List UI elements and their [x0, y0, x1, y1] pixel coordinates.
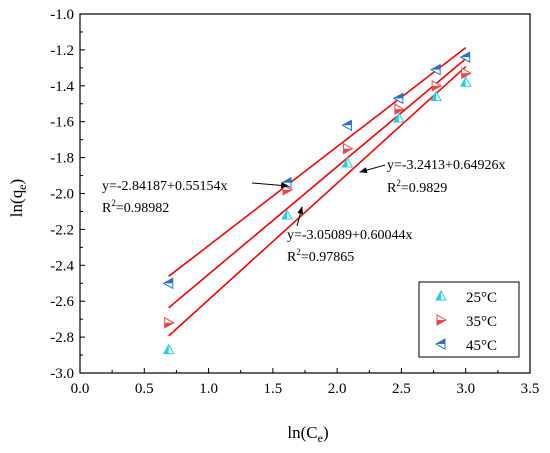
data-point-25°C: [459, 76, 472, 87]
y-tick-label: -2.8: [50, 330, 74, 346]
fit-line-25°C: [168, 66, 467, 337]
y-tick-label: -2.4: [50, 258, 74, 274]
legend-label-45c: 45°C: [466, 338, 497, 354]
data-point-35°C: [431, 79, 443, 92]
arrow-35c: [296, 206, 304, 227]
data-point-25°C: [341, 156, 354, 168]
data-point-45°C: [459, 51, 471, 63]
x-tick-label: 0.0: [71, 381, 90, 397]
data-point-35°C: [461, 67, 472, 80]
equation-35c: y=-3.05089+0.60044x: [287, 228, 412, 243]
data-point-25°C: [281, 209, 293, 220]
axis-ticks: 0.0 0.5 1.0 1.5 2.0 2.5 3.0 3.5 -1.0 -1.2 -1.4 -1.6…: [50, 7, 539, 397]
legend-label-25c: 25°C: [466, 290, 497, 306]
legend-markers: [434, 289, 448, 350]
y-tick-label: -1.4: [50, 79, 74, 95]
arrow-45c: [251, 182, 289, 189]
legend-marker-25°C: [435, 289, 447, 301]
annotation-25c: y=-3.2413+0.64926x R2=0.9829: [359, 158, 505, 196]
data-point-35°C: [394, 103, 405, 115]
legend: 25°C 35°C 45°C: [418, 281, 520, 358]
y-axis-title: ln(qe): [7, 179, 29, 217]
x-tick-label: 1.0: [199, 381, 218, 397]
data-point-25°C: [162, 343, 175, 355]
equation-25c: y=-3.2413+0.64926x: [387, 158, 505, 173]
x-tick-label: 1.5: [263, 381, 282, 397]
data-point-25°C: [393, 112, 405, 123]
y-tick-label: -1.8: [50, 151, 74, 167]
x-tick-label: 3.5: [521, 381, 540, 397]
data-point-35°C: [164, 316, 175, 329]
data-point-45°C: [392, 92, 404, 105]
equation-45c: y=-2.84187+0.55154x: [102, 179, 227, 194]
fit-line-45°C: [168, 46, 467, 277]
y-tick-label: -3.0: [50, 366, 74, 382]
y-tick-label: -1.2: [50, 43, 74, 59]
legend-marker-35°C: [436, 314, 448, 326]
x-tick-label: 3.0: [456, 381, 475, 397]
y-tick-label: -1.0: [50, 7, 74, 23]
y-tick-label: -2.0: [50, 187, 74, 203]
r2-35c: R2=0.97865: [287, 247, 354, 265]
annotation-35c: y=-3.05089+0.60044x R2=0.97865: [287, 206, 412, 265]
data-points: [162, 51, 472, 355]
r2-25c: R2=0.9829: [387, 178, 447, 196]
arrow-25c: [359, 164, 386, 174]
data-point-35°C: [342, 142, 354, 155]
y-tick-label: -2.6: [50, 294, 74, 310]
legend-label-35c: 35°C: [466, 314, 497, 330]
legend-box: [418, 281, 520, 358]
annotation-45c: y=-2.84187+0.55154x R2=0.98982: [102, 179, 289, 216]
data-point-45°C: [430, 63, 441, 76]
data-point-45°C: [162, 277, 174, 290]
x-tick-label: 2.5: [392, 381, 411, 397]
data-point-25°C: [430, 90, 442, 102]
legend-marker-45°C: [434, 338, 446, 350]
x-tick-label: 0.5: [135, 381, 154, 397]
data-point-45°C: [341, 119, 352, 132]
r2-45c: R2=0.98982: [102, 198, 169, 216]
x-axis-title: ln(Ce): [287, 423, 328, 445]
plot-frame: [79, 13, 531, 374]
fit-lines: [168, 46, 467, 337]
y-tick-label: -2.2: [50, 222, 74, 238]
y-tick-label: -1.6: [50, 115, 74, 131]
fit-line-35°C: [168, 58, 467, 309]
x-tick-label: 2.0: [328, 381, 347, 397]
